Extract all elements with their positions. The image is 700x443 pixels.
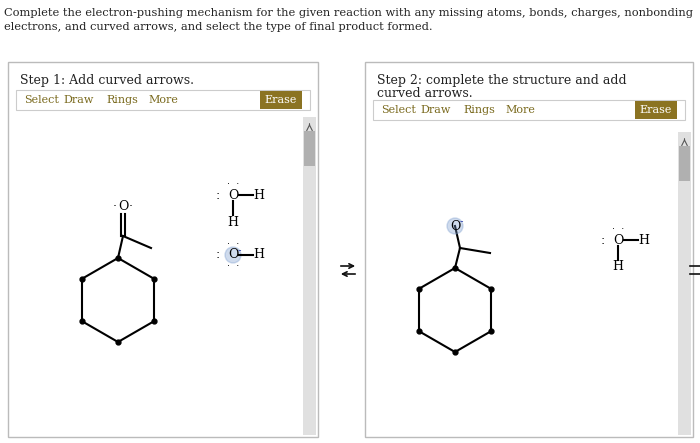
Text: H: H — [253, 249, 265, 261]
Text: More: More — [148, 95, 178, 105]
Text: :: : — [216, 249, 220, 261]
Text: O: O — [612, 233, 623, 246]
Text: Draw: Draw — [420, 105, 450, 115]
Text: Select: Select — [381, 105, 416, 115]
Text: H: H — [612, 260, 624, 273]
Text: More: More — [505, 105, 535, 115]
Bar — [678, 132, 691, 435]
Text: curved arrows.: curved arrows. — [377, 87, 472, 100]
Text: Rings: Rings — [106, 95, 138, 105]
Text: -: - — [237, 245, 241, 255]
Bar — [8, 62, 318, 437]
Circle shape — [447, 218, 463, 234]
Bar — [679, 146, 690, 181]
Circle shape — [225, 247, 241, 263]
Text: :: : — [216, 189, 220, 202]
Bar — [303, 117, 316, 435]
Text: Step 2: complete the structure and add: Step 2: complete the structure and add — [377, 74, 626, 87]
Text: O: O — [228, 189, 238, 202]
Bar — [635, 101, 677, 119]
Text: Select: Select — [24, 95, 59, 105]
Text: :: : — [601, 233, 605, 246]
Text: O: O — [450, 219, 460, 233]
Bar — [16, 90, 310, 110]
Text: Rings: Rings — [463, 105, 495, 115]
Text: H: H — [638, 233, 650, 246]
Text: Step 1: Add curved arrows.: Step 1: Add curved arrows. — [20, 74, 194, 87]
Text: ·: · — [113, 201, 117, 214]
Bar — [260, 91, 302, 109]
Bar — [304, 131, 315, 166]
Text: Erase: Erase — [640, 105, 672, 115]
Text: ·  ·: · · — [227, 261, 239, 271]
Text: Erase: Erase — [265, 95, 298, 105]
Text: -: - — [459, 216, 463, 226]
Bar — [365, 62, 693, 437]
Text: O: O — [228, 249, 238, 261]
Text: H: H — [253, 189, 265, 202]
Text: ·  ·: · · — [612, 224, 624, 234]
Text: O: O — [118, 200, 128, 213]
Text: electrons, and curved arrows, and select the type of final product formed.: electrons, and curved arrows, and select… — [4, 22, 433, 32]
Text: Complete the electron-pushing mechanism for the given reaction with any missing : Complete the electron-pushing mechanism … — [4, 8, 693, 18]
Text: ·  ·: · · — [227, 179, 239, 189]
Text: ·  ·: · · — [227, 239, 239, 249]
Bar — [373, 100, 685, 120]
Text: H: H — [228, 215, 239, 229]
Text: ·: · — [129, 201, 133, 214]
Text: Draw: Draw — [63, 95, 93, 105]
